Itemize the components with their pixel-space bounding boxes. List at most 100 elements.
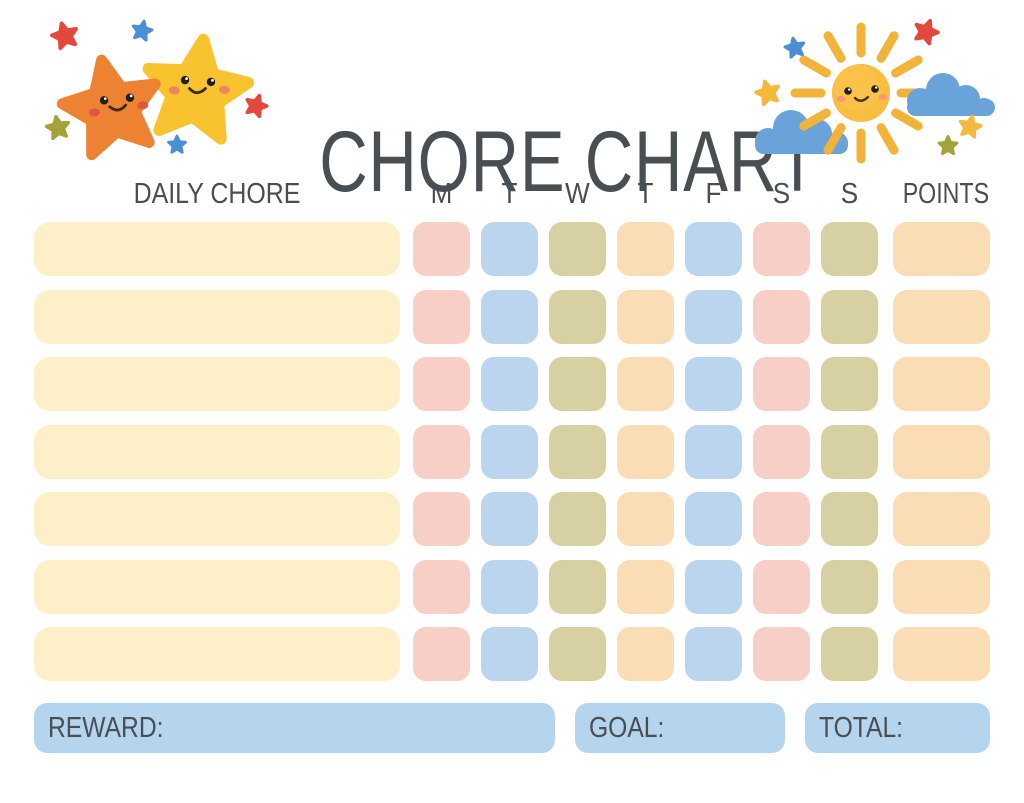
day-header-t1: T [501,177,518,210]
day-cell-w2-row4[interactable] [549,424,606,479]
day-cell-m0-row3[interactable] [413,357,470,411]
day-cell-m0-row1[interactable] [413,222,470,276]
chore-rows [34,222,990,695]
day-cell-f4-row6[interactable] [685,559,742,614]
day-cell-t3-row7[interactable] [617,627,674,681]
day-cell-t1-row4[interactable] [481,424,538,479]
day-cell-s5-row1[interactable] [753,222,810,276]
day-header-t2: T [637,177,654,210]
mini-star-blue-icon [131,19,153,41]
day-cell-t3-row3[interactable] [617,357,674,411]
day-cell-t1-row2[interactable] [481,289,538,344]
points-cell[interactable] [893,289,990,344]
mini-star-olive-icon [45,115,70,139]
chore-name-cell[interactable] [34,559,400,614]
day-header-f: F [705,177,722,210]
day-cell-s5-row3[interactable] [753,357,810,411]
day-cell-w2-row5[interactable] [549,492,606,546]
day-cell-m0-row5[interactable] [413,492,470,546]
mini-star-yellow-icon [958,114,983,138]
daily-chore-header: DAILY CHORE [133,177,301,210]
day-cell-f4-row5[interactable] [685,492,742,546]
day-cell-s6-row7[interactable] [821,627,878,681]
day-cell-s6-row2[interactable] [821,289,878,344]
day-cell-t3-row4[interactable] [617,424,674,479]
day-cell-s5-row7[interactable] [753,627,810,681]
day-cell-t3-row5[interactable] [617,492,674,546]
day-cell-w2-row1[interactable] [549,222,606,276]
points-cell[interactable] [893,627,990,681]
chore-name-cell[interactable] [34,222,400,276]
day-cell-f4-row2[interactable] [685,289,742,344]
day-cell-t1-row7[interactable] [481,627,538,681]
points-cell[interactable] [893,492,990,546]
day-cell-m0-row2[interactable] [413,289,470,344]
cloud-icon [907,73,995,116]
table-row [34,559,990,614]
chore-name-cell[interactable] [34,627,400,681]
table-row [34,357,990,411]
day-cell-s6-row4[interactable] [821,424,878,479]
points-cell[interactable] [893,357,990,411]
day-cell-m0-row4[interactable] [413,424,470,479]
points-cell[interactable] [893,222,990,276]
reward-field[interactable]: REWARD: [34,703,555,753]
chore-name-cell[interactable] [34,357,400,411]
day-cell-w2-row7[interactable] [549,627,606,681]
day-cell-s6-row6[interactable] [821,559,878,614]
chore-name-cell[interactable] [34,492,400,546]
day-cell-f4-row3[interactable] [685,357,742,411]
mini-star-blue-icon [168,136,185,152]
day-cell-m0-row7[interactable] [413,627,470,681]
total-field[interactable]: TOTAL: [805,703,990,753]
day-cell-f4-row4[interactable] [685,424,742,479]
day-header-s2: S [840,177,859,210]
day-cell-s5-row4[interactable] [753,424,810,479]
points-header: POINTS [902,177,990,210]
day-cell-s5-row6[interactable] [753,559,810,614]
day-cell-s6-row3[interactable] [821,357,878,411]
mini-star-red-icon [912,17,941,45]
points-cell[interactable] [893,559,990,614]
day-cell-w2-row6[interactable] [549,559,606,614]
goal-label: GOAL: [589,711,665,744]
chore-name-cell[interactable] [34,424,400,479]
day-cell-t1-row3[interactable] [481,357,538,411]
total-label: TOTAL: [819,711,904,744]
day-cell-s5-row2[interactable] [753,289,810,344]
day-header-w: W [565,177,590,210]
day-cell-w2-row2[interactable] [549,289,606,344]
day-cell-f4-row1[interactable] [685,222,742,276]
mini-star-red-icon [50,20,80,49]
day-cell-m0-row6[interactable] [413,559,470,614]
day-cell-t3-row1[interactable] [617,222,674,276]
goal-field[interactable]: GOAL: [575,703,785,753]
day-cell-w2-row3[interactable] [549,357,606,411]
chore-name-cell[interactable] [34,289,400,344]
mini-star-olive-icon [939,137,957,154]
table-row [34,222,990,276]
points-cell[interactable] [893,424,990,479]
mini-star-blue-icon [784,36,806,58]
table-row [34,627,990,681]
table-row [34,289,990,344]
day-cell-f4-row7[interactable] [685,627,742,681]
stars-decoration [28,10,278,168]
orange-star-icon [55,50,167,158]
day-cell-t1-row1[interactable] [481,222,538,276]
day-header-m: M [430,177,453,210]
day-cell-t1-row6[interactable] [481,559,538,614]
day-cell-t3-row2[interactable] [617,289,674,344]
table-header: DAILY CHORE M T W T F S S POINTS [34,176,990,212]
day-cell-s5-row5[interactable] [753,492,810,546]
table-row [34,424,990,479]
day-cell-t1-row5[interactable] [481,492,538,546]
day-cell-s6-row5[interactable] [821,492,878,546]
day-cell-s6-row1[interactable] [821,222,878,276]
day-cell-t3-row6[interactable] [617,559,674,614]
sun-clouds-decoration [738,5,995,164]
reward-label: REWARD: [48,711,164,744]
mini-star-yellow-icon [754,78,782,105]
day-header-s1: S [772,177,791,210]
